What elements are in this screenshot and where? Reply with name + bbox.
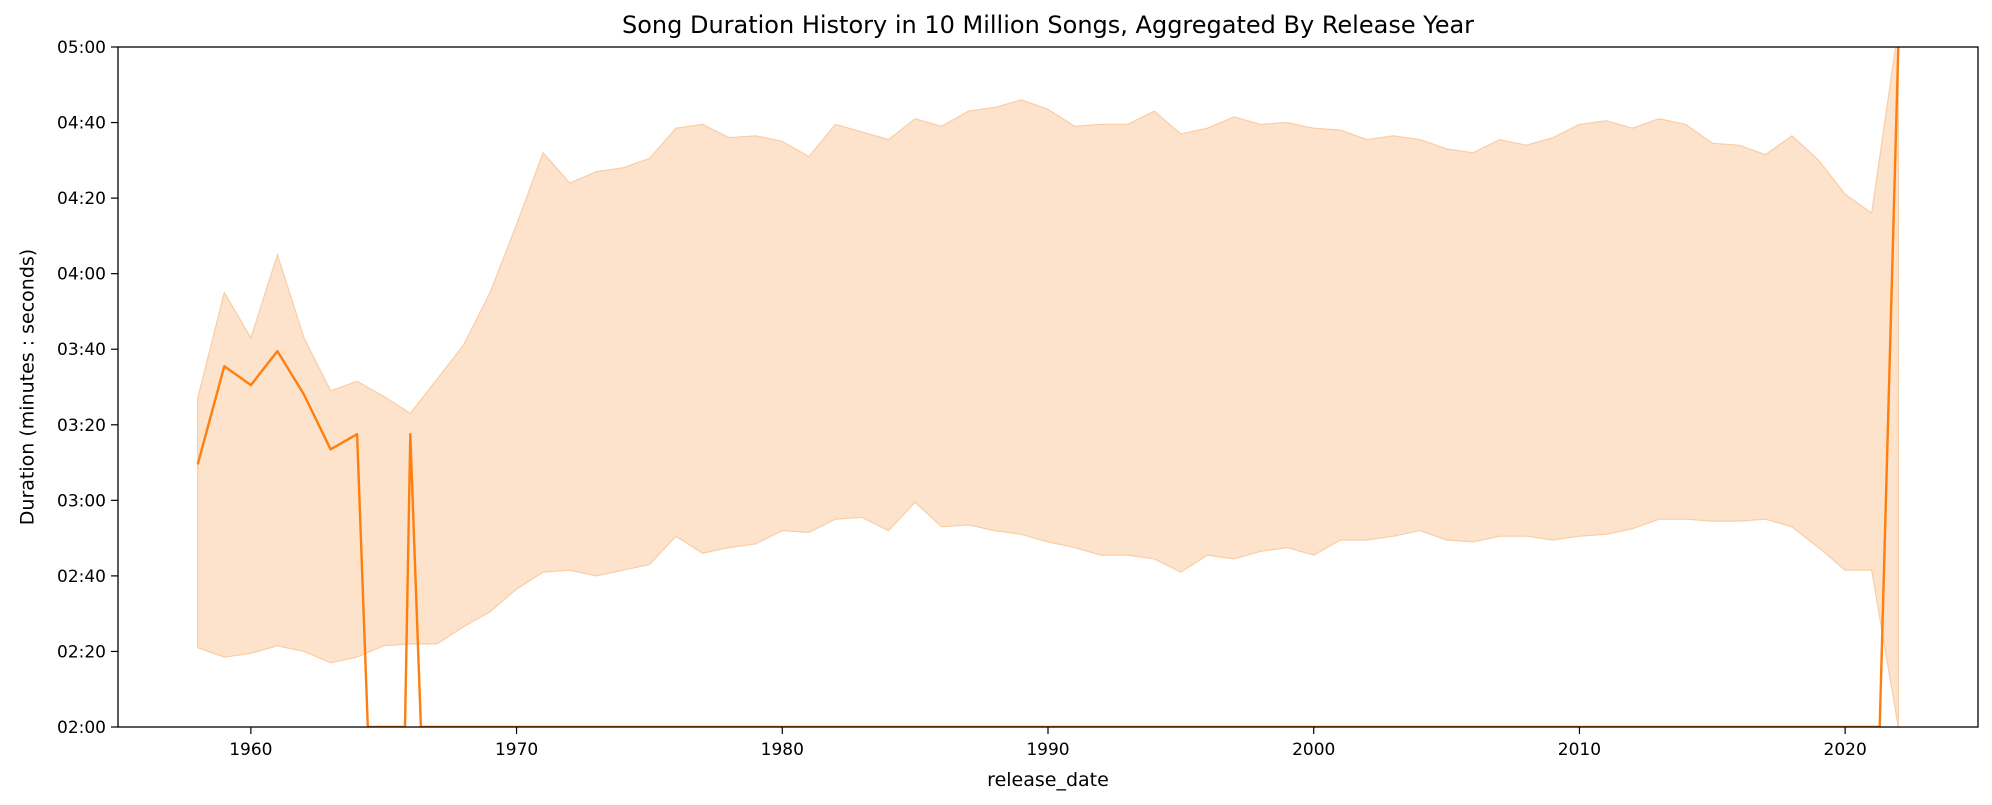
y-axis-title: Duration (minutes : seconds) [17,249,39,525]
y-tick-label: 03:00 [57,491,106,511]
chart-title: Song Duration History in 10 Million Song… [622,11,1474,39]
x-tick-label: 2010 [1558,740,1601,760]
duration-line-series [196,47,1900,727]
y-tick-label: 04:20 [57,189,106,209]
y-tick-label: 02:40 [57,567,106,587]
y-tick-label: 03:20 [57,416,106,436]
x-tick-label: 1970 [495,740,538,760]
y-tick-label: 02:00 [57,718,106,738]
x-axis-title: release_date [987,769,1109,791]
plot-area [196,47,1900,727]
y-tick-label: 04:40 [57,114,106,134]
x-tick-label: 1980 [761,740,804,760]
y-tick-label: 02:20 [57,642,106,662]
x-tick-label: 1960 [229,740,272,760]
confidence-band [197,47,1899,727]
x-tick-label: 2020 [1824,740,1867,760]
axes: 1960 1970 1980 1990 2000 2010 2020 02:00 02:20 02… [57,38,1979,760]
y-tick-label: 05:00 [57,38,106,58]
y-tick-label: 04:00 [57,265,106,285]
x-tick-label: 1990 [1026,740,1069,760]
y-tick-label: 03:40 [57,340,106,360]
x-tick-label: 2000 [1292,740,1335,760]
